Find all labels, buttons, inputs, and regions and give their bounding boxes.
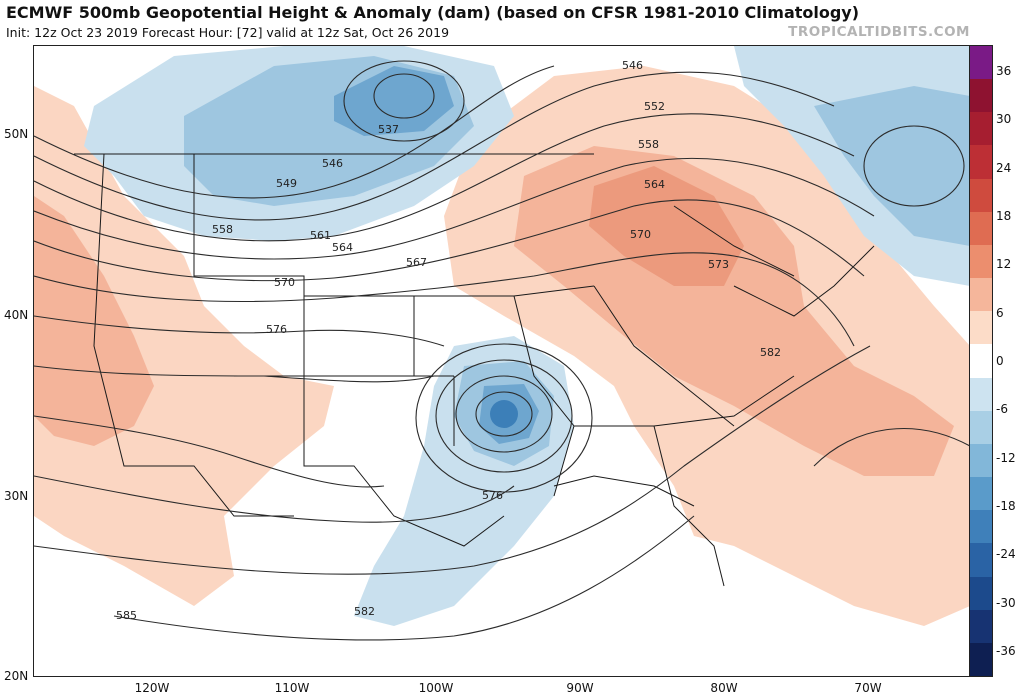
contour-label: 582: [760, 346, 781, 359]
colorbar-swatch: [970, 510, 992, 544]
anomaly-positive-east-core: [589, 166, 744, 286]
contour-label: 573: [708, 258, 729, 271]
contour-label: 570: [274, 276, 295, 289]
colorbar-swatch: [970, 278, 992, 312]
colorbar-label: 18: [996, 209, 1012, 223]
contour-label: 561: [310, 229, 331, 242]
contour-label: 546: [322, 157, 343, 170]
colorbar-label: 30: [996, 112, 1012, 127]
colorbar-swatch: [970, 609, 992, 644]
contour-label: 537: [378, 123, 399, 136]
lon-label-110w: 110W: [274, 681, 310, 695]
map-svg: 546 552 558 564 570 573 582 537 546 549 …: [34, 46, 970, 641]
contour-label: 576: [482, 489, 503, 502]
colorbar-label: -24: [996, 547, 1016, 562]
contour-label: 567: [406, 256, 427, 269]
colorbar-swatch: [970, 377, 992, 412]
colorbar-swatch: [970, 576, 992, 611]
colorbar-swatch: [970, 443, 992, 478]
map-subtitle: Init: 12z Oct 23 2019 Forecast Hour: [72…: [6, 25, 450, 40]
colorbar-label: 36: [996, 64, 1012, 78]
map-title: ECMWF 500mb Geopotential Height & Anomal…: [6, 3, 860, 22]
contour-label: 570: [630, 228, 651, 241]
colorbar-label: -30: [996, 595, 1016, 610]
colorbar-swatch: [970, 46, 992, 80]
colorbar-swatch: [970, 311, 992, 345]
colorbar-label: -6: [996, 402, 1008, 417]
colorbar-label: -12: [996, 450, 1016, 465]
height-contours: [34, 60, 970, 641]
lat-label-40n: 40N: [4, 308, 29, 322]
colorbar-label: 6: [996, 305, 1004, 320]
contour-label: 549: [276, 177, 297, 190]
contour-label: 576: [266, 323, 287, 336]
colorbar-label: -18: [996, 499, 1016, 513]
contour-label: 564: [332, 241, 353, 254]
colorbar-label: 24: [996, 160, 1012, 175]
watermark: TROPICALTIDBITS.COM: [788, 24, 970, 40]
colorbar-swatch: [970, 244, 992, 279]
anomaly-negative-northwest-core: [334, 66, 454, 136]
contour-label: 558: [212, 223, 233, 236]
colorbar-swatch: [970, 642, 992, 677]
lon-label-90w: 90W: [566, 681, 594, 695]
lon-label-70w: 70W: [854, 681, 882, 695]
colorbar-swatch: [970, 211, 992, 246]
colorbar-swatch: [970, 543, 992, 578]
contour-label: 546: [622, 59, 643, 72]
anomaly-negative-northeast-mid: [814, 86, 970, 246]
anomaly-positive-west-core: [34, 196, 154, 446]
colorbar-label: 12: [996, 257, 1012, 272]
contour-label: 552: [644, 100, 665, 113]
colorbar-label: -36: [996, 644, 1016, 658]
colorbar-swatch: [970, 178, 992, 213]
lon-label-80w: 80W: [710, 681, 738, 695]
anomaly-colorbar: [969, 45, 993, 677]
colorbar-swatch: [970, 410, 992, 445]
anomaly-negative-low-core: [490, 400, 518, 428]
lat-label-50n: 50N: [4, 127, 29, 141]
lat-label-30n: 30N: [4, 489, 29, 503]
colorbar-swatch: [970, 344, 992, 379]
lon-label-100w: 100W: [418, 681, 454, 695]
colorbar-swatch: [970, 79, 992, 113]
anomaly-positive-west: [34, 86, 334, 606]
contour-label: 582: [354, 605, 375, 618]
map-canvas[interactable]: 546 552 558 564 570 573 582 537 546 549 …: [33, 45, 971, 677]
anomaly-shading: [34, 46, 970, 626]
colorbar-swatch: [970, 477, 992, 511]
colorbar-swatch: [970, 112, 992, 146]
lon-label-120w: 120W: [134, 681, 170, 695]
contour-label: 558: [638, 138, 659, 151]
contour-label: 564: [644, 178, 665, 191]
lat-label-20n: 20N: [4, 669, 29, 683]
colorbar-label: 0: [996, 354, 1004, 368]
contour-labels: 546 552 558 564 570 573 582 537 546 549 …: [116, 59, 781, 622]
colorbar-swatch: [970, 145, 992, 180]
contour-label: 585: [116, 609, 137, 622]
